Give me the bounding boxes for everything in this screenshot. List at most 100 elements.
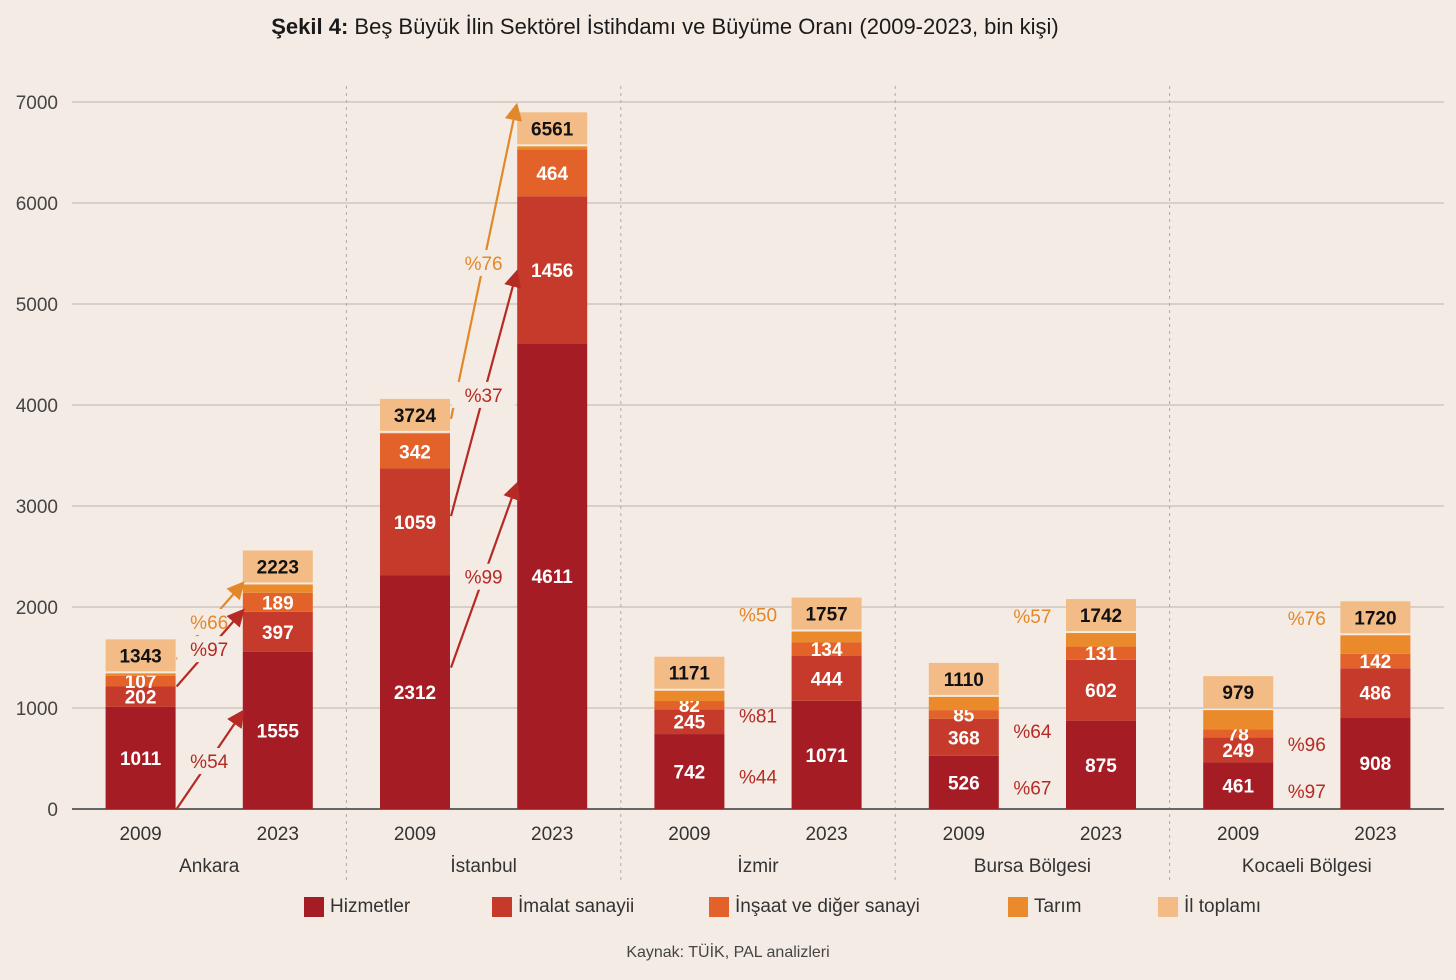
total-label-box	[791, 597, 862, 630]
bar-segment-imalat	[242, 611, 313, 652]
bar-label-insaat: 107	[125, 672, 157, 693]
total-label: 1757	[805, 605, 847, 626]
legend-swatch-tarim	[1008, 897, 1028, 917]
bar-segment-tarim	[380, 432, 450, 434]
growth-label: %97	[190, 640, 228, 661]
bar-label-hizmetler: 908	[1360, 754, 1392, 775]
bar-segment-imalat	[380, 468, 450, 576]
bar-segment-insaat	[1066, 646, 1136, 660]
total-label-box	[1203, 676, 1274, 709]
bar-segment-hizmetler	[105, 706, 176, 809]
bar-segment-imalat	[928, 718, 999, 756]
bar-label-imalat: 1456	[531, 261, 573, 282]
y-tick-label: 1000	[16, 699, 58, 720]
x-tick-label: 2009	[119, 824, 161, 845]
bar-segment-tarim	[242, 584, 313, 593]
growth-label: %99	[465, 568, 503, 589]
bar-segment-hizmetler	[380, 575, 450, 809]
bar-label-insaat: 82	[679, 696, 700, 717]
stacked-bar-chart: 0 1000 2000 3000 4000 5000 6000 7000 Ankara 1011 2…	[16, 86, 1444, 880]
bar-segment-hizmetler	[1066, 720, 1136, 809]
bar-segment-tarim	[791, 631, 862, 643]
y-tick-label: 0	[47, 800, 58, 821]
legend: Hizmetler İmalat sanayii İnşaat ve diğer…	[0, 896, 1456, 922]
growth-label-bg	[451, 381, 516, 408]
x-tick-label: 2023	[1354, 824, 1396, 845]
total-label-box	[242, 550, 313, 583]
total-label-box	[1066, 599, 1136, 632]
bar-segment-imalat	[1340, 668, 1411, 718]
bar-segment-tarim	[928, 696, 999, 711]
total-label: 979	[1222, 683, 1254, 704]
bar-label-imalat: 245	[674, 713, 706, 734]
legend-item-insaat: İnşaat ve diğer sanayi	[709, 896, 920, 918]
growth-label: %54	[190, 752, 228, 773]
total-label-box	[380, 398, 450, 431]
chart-title: Şekil 4: Beş Büyük İlin Sektörel İstihda…	[0, 14, 1330, 40]
growth-label: %96	[1288, 735, 1326, 756]
total-label: 3724	[394, 406, 437, 427]
bar-segment-imalat	[791, 655, 862, 701]
total-label: 1742	[1080, 606, 1122, 627]
legend-label-toplam: İl toplamı	[1184, 896, 1262, 917]
y-tick-label: 2000	[16, 598, 58, 619]
bar-label-imalat: 486	[1360, 684, 1392, 705]
growth-label: %66	[190, 613, 228, 634]
growth-label: %67	[1013, 778, 1051, 799]
bar-label-hizmetler: 2312	[394, 683, 436, 704]
x-tick-label: 2009	[668, 824, 710, 845]
growth-label-bg	[177, 636, 242, 663]
bar-label-imalat: 1059	[394, 513, 436, 534]
x-tick-label: 2023	[531, 824, 573, 845]
bar-segment-insaat	[517, 149, 588, 197]
bar-label-insaat: 189	[262, 593, 294, 614]
growth-label: %76	[1288, 609, 1326, 630]
legend-item-hizmetler: Hizmetler	[304, 896, 410, 918]
bar-label-imalat: 444	[811, 669, 843, 690]
x-tick-label: 2023	[1080, 824, 1122, 845]
legend-item-imalat: İmalat sanayii	[492, 896, 634, 918]
bar-segment-hizmetler	[928, 755, 999, 809]
total-label: 1720	[1354, 608, 1396, 629]
total-label: 6561	[531, 119, 574, 140]
bar-segment-tarim	[1066, 633, 1136, 647]
total-label-box	[1340, 601, 1411, 634]
total-label: 2223	[257, 557, 299, 578]
bar-label-hizmetler: 1071	[805, 746, 848, 767]
bar-segment-tarim	[105, 673, 176, 676]
bar-label-insaat: 142	[1360, 652, 1392, 673]
bar-label-insaat: 134	[811, 640, 843, 661]
bar-segment-hizmetler	[791, 700, 862, 809]
growth-label-bg	[177, 748, 242, 775]
group-label: İzmir	[737, 856, 779, 877]
x-tick-label: 2009	[1217, 824, 1259, 845]
bar-segment-insaat	[1340, 653, 1411, 669]
bar-segment-insaat	[380, 433, 450, 469]
y-tick-label: 5000	[16, 295, 58, 316]
source-note: Kaynak: TÜİK, PAL analizleri	[626, 944, 830, 961]
bar-segment-insaat	[654, 701, 725, 710]
bar-label-insaat: 131	[1085, 644, 1117, 665]
bar-segment-insaat	[242, 592, 313, 612]
y-tick-label: 6000	[16, 194, 58, 215]
bar-label-imalat: 602	[1085, 681, 1117, 702]
legend-swatch-insaat	[709, 897, 729, 917]
group-label: Bursa Bölgesi	[974, 856, 1091, 877]
growth-label: %64	[1013, 722, 1051, 743]
bar-label-insaat: 85	[953, 705, 975, 726]
bar-segment-tarim	[1340, 635, 1411, 654]
bar-label-hizmetler: 742	[674, 763, 706, 784]
bar-segment-hizmetler	[1340, 717, 1411, 809]
total-label-box	[654, 656, 725, 689]
bar-segment-hizmetler	[1203, 762, 1274, 809]
legend-item-toplam: İl toplamı	[1158, 896, 1261, 918]
chart-title-bold: Şekil 4:	[271, 14, 349, 39]
bar-label-imalat: 368	[948, 728, 980, 749]
y-tick-label: 3000	[16, 497, 58, 518]
bar-label-hizmetler: 1555	[257, 721, 300, 742]
bar-segment-insaat	[1203, 729, 1274, 738]
growth-label-bg	[451, 563, 516, 590]
growth-label: %37	[465, 386, 503, 407]
bar-segment-imalat	[1066, 659, 1136, 721]
